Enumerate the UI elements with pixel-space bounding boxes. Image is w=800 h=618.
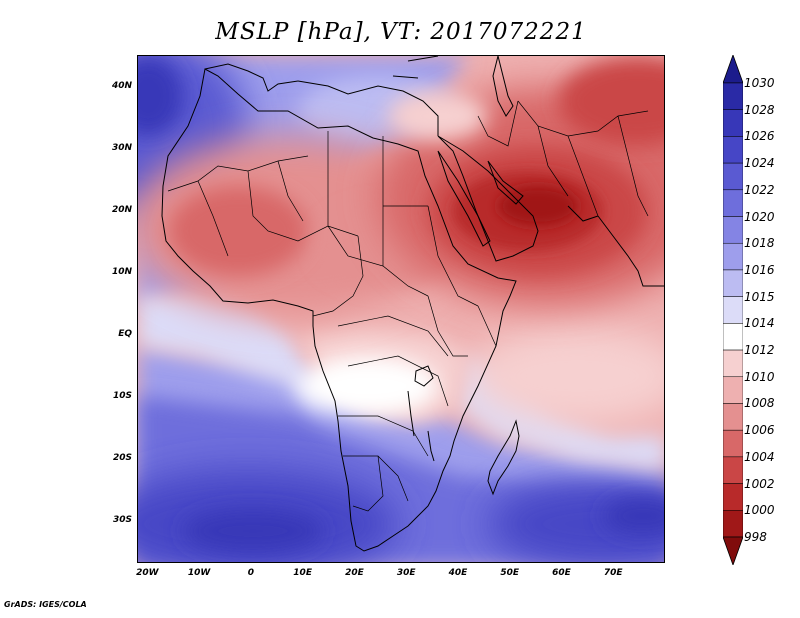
colorbar-level-label: 1014 [744,316,775,331]
colorbar-level-label: 1026 [744,129,775,144]
colorbar-level-label: 1006 [744,423,775,438]
colorbar-bin [723,510,743,538]
africa-coastline [161,68,517,552]
lat-tick-label: 30S [112,514,132,525]
colorbar-level-label: 1030 [744,76,775,90]
pressure-shading [138,56,664,562]
lon-tick-label: 20W [136,568,159,578]
lat-tick-label: 10S [112,390,132,401]
lon-tick-label: 60E [552,568,571,578]
lat-tick-label: 10N [111,266,132,277]
colorbar-bin [723,109,743,137]
mascarene-high-center [603,498,664,534]
lon-tick-label: 10E [293,568,312,578]
lat-tick-label: 30N [111,142,132,153]
colorbar-bin [723,429,743,458]
saharan-low-core [168,186,308,276]
lake-tanganyika-outline [407,390,415,437]
colorbar-level-label: 1015 [744,289,775,304]
asian-low-center [498,186,578,226]
colorbar-level-label: 1010 [744,369,775,384]
mascarene-high-core [488,479,664,562]
himalaya-low [558,56,664,146]
colorbar-bin [723,403,743,431]
lon-tick-label: 40E [448,568,468,578]
lon-tick-label: 30E [396,568,416,578]
madagascar-coastline [487,419,520,496]
persian-gulf-outline [487,160,524,205]
grads-credit: GrADS: IGES/COLA [4,600,87,609]
st-helena-high-center [183,509,323,553]
colorbar-bin [723,216,743,244]
colorbar-bin [723,456,743,484]
colorbar-bin [723,483,743,511]
lon-tick-label: 0 [247,568,254,578]
arabia-coastline [437,135,539,262]
colorbar-bin [723,242,743,271]
iberia-coastline [204,63,299,92]
mediterranean-coast [297,80,439,136]
map-panel [137,55,665,563]
colorbar-bin [723,269,743,297]
colorbar-bottom-triangle [723,536,743,565]
black-sea-outline [392,56,439,79]
colorbar-level-label: 1022 [744,182,775,197]
colorbar-bin [723,323,743,351]
lon-tick-label: 70E [603,568,623,578]
colorbar-level-label: 1012 [744,343,775,358]
colorbar-level-label: 998 [744,530,767,544]
colorbar-bin [723,296,743,324]
colorbar [723,55,743,565]
colorbar-bin [723,376,743,404]
caspian-sea-outline [492,56,514,117]
colorbar-bin [723,162,743,191]
colorbar-bin [723,136,743,164]
lat-tick-label: 20N [111,204,132,215]
colorbar-level-label: 1020 [744,209,775,224]
colorbar-level-label: 1004 [744,449,775,464]
colorbar-level-label: 1008 [744,396,775,411]
lake-victoria-outline [414,365,434,387]
colorbar-bin [723,82,743,110]
pressure-map [138,56,664,562]
azores-high-center [138,56,183,136]
colorbar-level-label: 1024 [744,156,775,171]
lat-tick-label: EQ [118,328,132,339]
country-borders [167,100,649,512]
colorbar-level-label: 1018 [744,236,775,251]
colorbar-bin [723,189,743,217]
white-band-central-africa [298,356,438,416]
colorbar-top-triangle [723,55,743,84]
arabian-sea-neutral [468,326,664,426]
lon-tick-label: 20E [345,568,364,578]
colorbar-bin [723,349,743,378]
lon-tick-label: 50E [500,568,520,578]
red-sea-outline [437,150,491,247]
lake-malawi-outline [427,430,435,462]
lat-tick-label: 20S [112,452,132,463]
colorbar-level-label: 1028 [744,102,775,117]
india-coastline [567,205,664,287]
colorbar-level-label: 1000 [744,503,775,518]
lon-tick-label: 10W [187,568,211,578]
map-title: MSLP [hPa], VT: 2017072221 [215,19,587,45]
neutral-band-west-africa [138,291,328,416]
lat-tick-label: 40N [111,80,132,91]
geography-lines [161,56,664,552]
colorbar-level-label: 1016 [744,262,775,277]
colorbar-level-label: 1002 [744,476,775,491]
